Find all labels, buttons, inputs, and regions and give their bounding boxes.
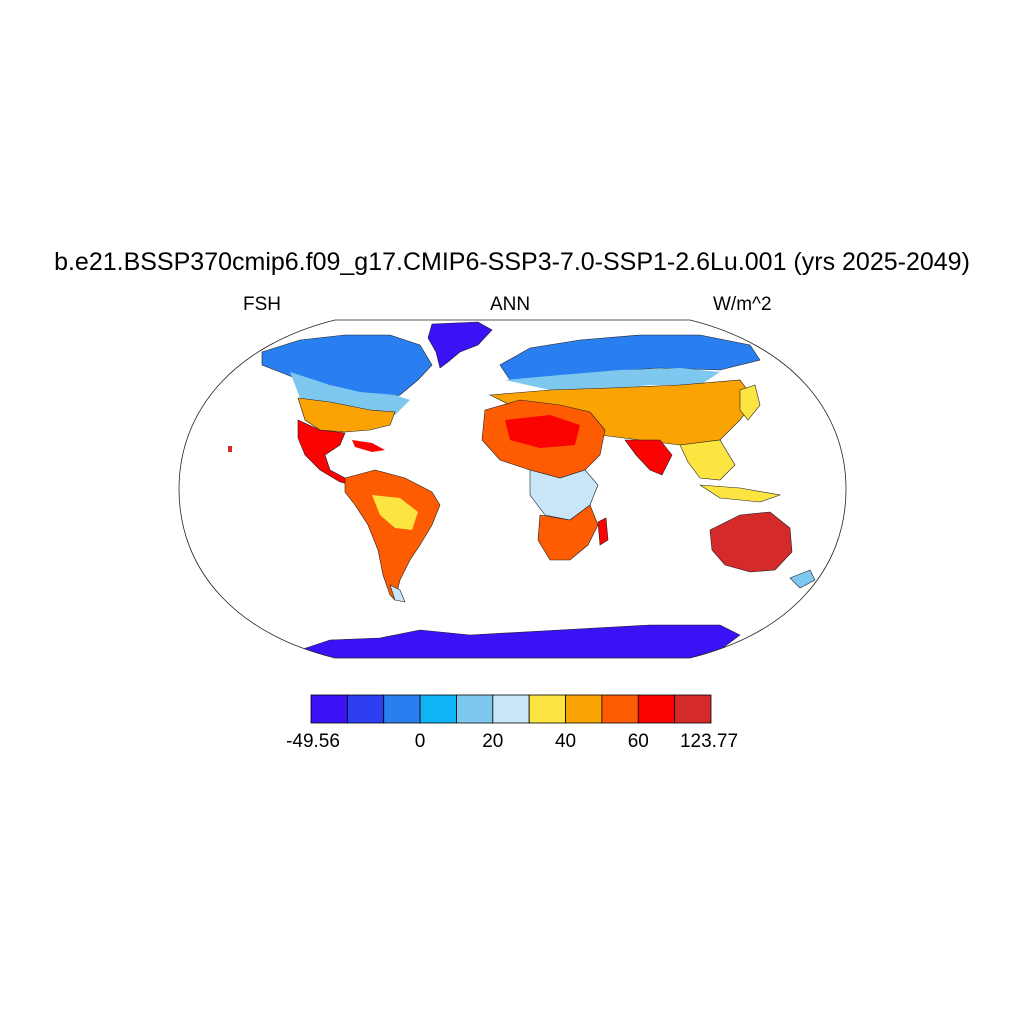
india — [624, 439, 673, 476]
north-america-cold — [261, 334, 433, 401]
antarctica — [299, 624, 741, 658]
indonesia — [699, 484, 782, 503]
japan — [739, 384, 761, 421]
colorbar-swatch — [565, 694, 603, 724]
colorbar-tick-label: 40 — [554, 731, 577, 752]
units-label: W/m^2 — [713, 294, 772, 315]
colorbar-swatch — [346, 694, 385, 724]
colorbar-swatch — [419, 694, 457, 724]
colorbar-swatch — [528, 694, 566, 724]
colorbar-swatch — [674, 694, 712, 724]
south-america-tip — [389, 584, 406, 603]
greenland — [427, 321, 493, 369]
australia — [709, 511, 793, 573]
se-asia — [679, 439, 736, 481]
colorbar-tick-label: 0 — [414, 731, 426, 752]
south-america — [344, 469, 441, 601]
africa-south — [537, 504, 599, 561]
madagascar — [597, 517, 609, 546]
africa-sahara — [505, 415, 580, 448]
colorbar-tick-label: 60 — [627, 731, 649, 752]
colorbar-swatch — [383, 694, 421, 724]
colorbar-tick-label: 20 — [482, 731, 504, 752]
variable-label: FSH — [243, 294, 281, 315]
colorbar-swatch — [637, 694, 676, 724]
plot-title: b.e21.BSSP370cmip6.f09_g17.CMIP6-SSP3-7.… — [54, 248, 970, 276]
hawaii — [228, 446, 232, 452]
south-america-yellow — [372, 495, 418, 530]
north-america-mid — [297, 397, 396, 433]
colorbar-swatch — [601, 694, 639, 724]
colorbar-swatch — [492, 694, 530, 724]
colorbar-tick-label: -49.56 — [286, 731, 340, 752]
new-zealand — [789, 569, 816, 589]
colorbar-swatch — [310, 694, 348, 724]
colorbar-tick-label: 123.77 — [679, 731, 739, 752]
caribbean — [352, 440, 385, 452]
globe-outline — [178, 319, 847, 659]
colorbar-swatch — [456, 694, 494, 724]
season-label: ANN — [490, 294, 531, 315]
eurasia-cool — [505, 368, 720, 390]
